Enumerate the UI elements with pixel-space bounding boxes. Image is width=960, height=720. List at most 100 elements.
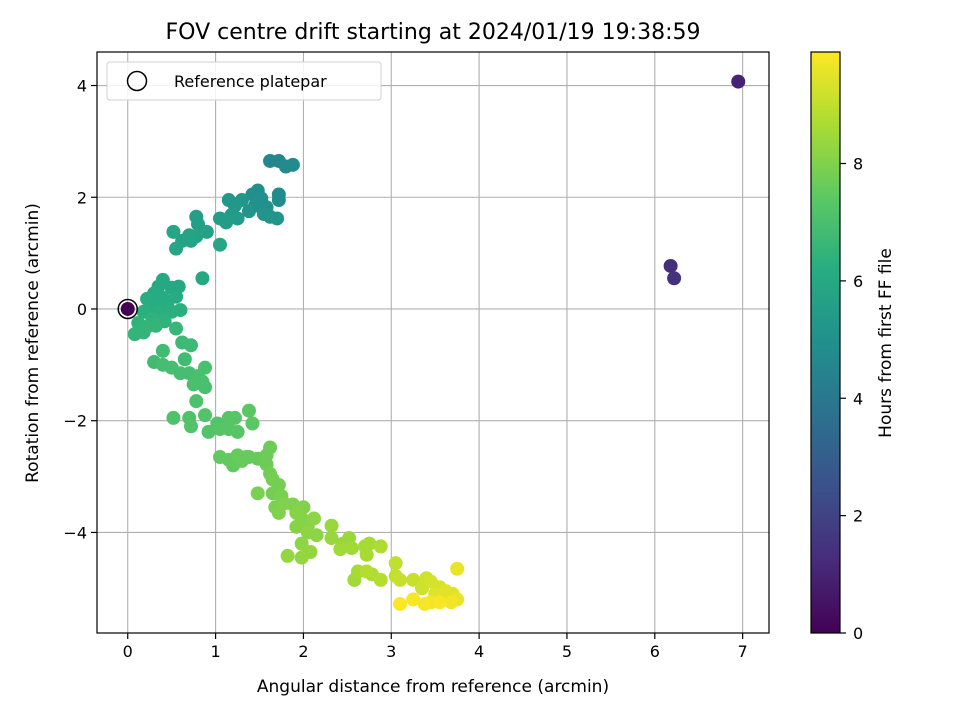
data-point <box>169 241 184 256</box>
data-point <box>245 416 260 431</box>
data-point <box>177 352 192 367</box>
data-point <box>189 394 204 409</box>
colorbar-label: Hours from first FF file <box>876 248 896 438</box>
x-tick-label: 5 <box>562 642 572 661</box>
data-point <box>444 595 459 610</box>
data-point <box>148 318 163 333</box>
reference-marker-group <box>117 298 138 320</box>
data-point <box>731 74 746 89</box>
data-point <box>450 561 465 576</box>
colorbar <box>810 51 841 634</box>
data-point <box>388 556 403 571</box>
data-point <box>294 536 309 551</box>
data-point <box>271 193 286 208</box>
data-point <box>333 542 348 557</box>
data-point <box>359 564 374 579</box>
data-point <box>362 536 377 551</box>
y-tick-label: 4 <box>77 77 87 96</box>
y-axis-label: Rotation from reference (arcmin) <box>23 203 43 483</box>
grid-lines <box>97 52 769 633</box>
data-point <box>155 343 170 358</box>
data-point <box>417 596 432 611</box>
data-point <box>663 258 678 273</box>
reference-marker <box>117 298 138 320</box>
legend-box <box>106 61 382 101</box>
x-axis-ticks: 0 1 2 3 4 5 6 7 <box>123 633 748 661</box>
data-point <box>221 193 236 208</box>
legend: Reference platepar <box>106 61 382 101</box>
x-tick-label: 4 <box>474 642 484 661</box>
data-point <box>140 291 155 306</box>
y-axis-ticks: −4 −2 0 2 4 <box>63 77 97 542</box>
data-point <box>230 424 245 439</box>
data-point <box>183 419 198 434</box>
data-point <box>230 211 245 226</box>
data-point <box>324 531 339 546</box>
reference-point <box>120 301 135 316</box>
data-point <box>250 486 265 501</box>
data-point <box>373 539 388 554</box>
data-point <box>406 592 421 607</box>
data-point <box>173 303 188 318</box>
data-point <box>199 224 214 239</box>
colorbar-tick-label: 8 <box>853 155 863 174</box>
data-point <box>393 596 408 611</box>
y-tick-label: −2 <box>63 412 87 431</box>
data-point <box>306 511 321 526</box>
legend-label: Reference platepar <box>174 72 327 91</box>
data-point <box>324 518 339 533</box>
data-point <box>198 360 213 375</box>
plot-frame <box>96 51 770 634</box>
y-tick-label: −4 <box>63 523 87 542</box>
x-tick-label: 0 <box>123 642 133 661</box>
data-point <box>294 550 309 565</box>
data-point <box>166 410 181 425</box>
data-point <box>241 403 256 418</box>
colorbar-ticks: 0 2 4 6 8 <box>840 155 863 643</box>
data-point <box>344 541 359 556</box>
data-point <box>195 271 210 286</box>
x-tick-label: 7 <box>738 642 748 661</box>
data-point <box>280 548 295 563</box>
data-point <box>263 440 278 455</box>
data-point <box>227 410 242 425</box>
data-point <box>241 204 256 219</box>
data-point <box>285 157 300 172</box>
chart-title: FOV centre drift starting at 2024/01/19 … <box>166 20 701 45</box>
x-tick-label: 2 <box>298 642 308 661</box>
data-point <box>373 572 388 587</box>
data-point <box>136 325 151 340</box>
x-tick-label: 3 <box>386 642 396 661</box>
x-tick-label: 1 <box>210 642 220 661</box>
colorbar-tick-label: 0 <box>853 624 863 643</box>
data-point <box>239 450 254 465</box>
y-tick-label: 2 <box>77 188 87 207</box>
data-point <box>393 572 408 587</box>
data-point <box>252 194 267 209</box>
data-point <box>166 224 181 239</box>
x-axis-label: Angular distance from reference (arcmin) <box>257 677 609 697</box>
colorbar-tick-label: 6 <box>853 272 863 291</box>
colorbar-tick-label: 4 <box>853 389 863 408</box>
data-point <box>169 321 184 336</box>
data-points <box>127 74 746 611</box>
legend-marker-icon <box>126 70 148 92</box>
data-point <box>198 408 213 423</box>
data-point <box>212 237 227 252</box>
data-point <box>201 424 216 439</box>
data-point <box>198 380 213 395</box>
colorbar-tick-label: 2 <box>853 507 863 526</box>
data-point <box>186 377 201 392</box>
data-point <box>359 547 374 562</box>
data-point <box>289 519 304 534</box>
data-point <box>183 338 198 353</box>
y-tick-label: 0 <box>77 300 87 319</box>
data-point <box>667 271 682 286</box>
data-point <box>219 215 234 230</box>
data-point <box>406 572 421 587</box>
data-point <box>432 595 447 610</box>
data-point <box>309 528 324 543</box>
x-tick-label: 6 <box>650 642 660 661</box>
data-point <box>270 211 285 226</box>
